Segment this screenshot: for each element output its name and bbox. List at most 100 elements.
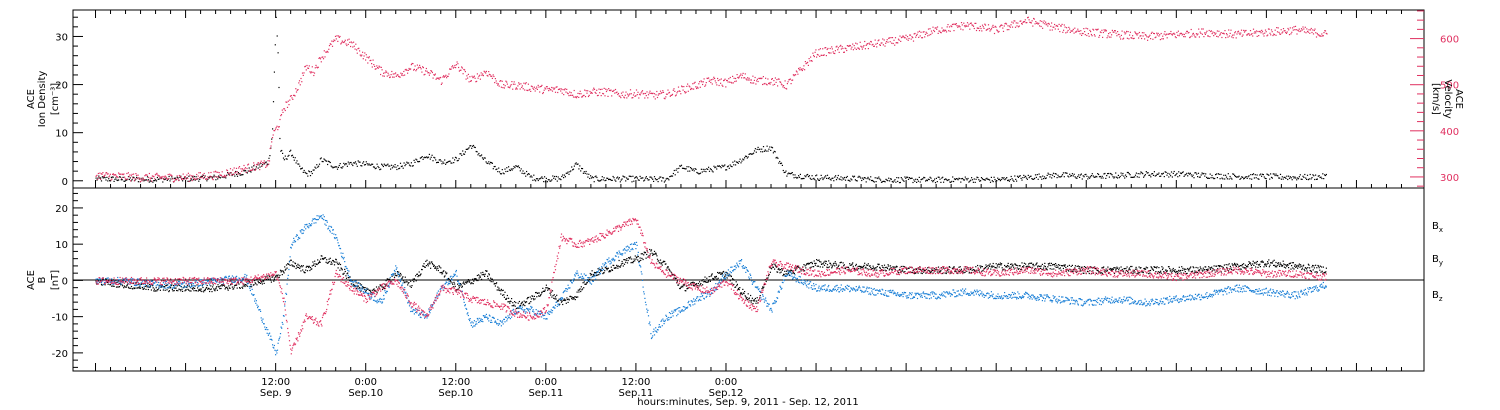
bx-point xyxy=(134,287,136,289)
velocity-point xyxy=(347,39,349,41)
bx-point xyxy=(1049,268,1051,270)
velocity-point xyxy=(1042,22,1044,24)
density-point xyxy=(642,177,644,179)
density-point xyxy=(1077,175,1079,178)
velocity-point xyxy=(1224,30,1226,32)
bx-point xyxy=(803,264,805,266)
density-point xyxy=(980,177,983,179)
bx-point xyxy=(436,269,438,271)
velocity-point xyxy=(1296,33,1298,35)
density-point xyxy=(555,175,557,178)
bx-point xyxy=(767,277,769,279)
bx-point xyxy=(956,269,958,271)
density-point xyxy=(487,162,489,165)
bx-point xyxy=(502,289,504,291)
velocity-point xyxy=(489,74,491,76)
bx-point xyxy=(191,284,193,286)
density-point xyxy=(940,181,942,183)
density-point xyxy=(502,172,504,174)
velocity-point xyxy=(1108,36,1110,38)
bx-point xyxy=(185,289,187,291)
bx-point xyxy=(963,272,965,274)
velocity-point xyxy=(651,93,653,95)
velocity-point xyxy=(750,82,752,84)
bx-point xyxy=(709,280,711,282)
velocity-point xyxy=(915,34,918,37)
velocity-point xyxy=(599,88,602,91)
bx-point xyxy=(221,284,223,286)
density-point xyxy=(693,170,695,172)
density-point xyxy=(454,156,457,158)
velocity-point xyxy=(232,173,235,176)
bx-point xyxy=(521,302,523,304)
b-tick-label: -10 xyxy=(52,313,68,324)
velocity-point xyxy=(997,31,999,33)
bx-point xyxy=(279,269,282,271)
bx-point xyxy=(143,288,145,290)
density-point xyxy=(684,168,686,170)
density-point xyxy=(769,146,771,148)
density-point xyxy=(880,179,882,181)
velocity-point xyxy=(743,77,745,79)
velocity-point xyxy=(285,101,287,103)
density-point xyxy=(219,177,221,179)
bx-point xyxy=(334,261,336,263)
velocity-point xyxy=(205,178,207,180)
density-point xyxy=(703,170,705,172)
velocity-point xyxy=(791,79,793,81)
velocity-point xyxy=(434,73,436,75)
velocity-point xyxy=(1029,21,1031,23)
density-point xyxy=(1091,173,1093,175)
density-point xyxy=(678,167,680,169)
velocity-point xyxy=(843,51,845,53)
velocity-point xyxy=(115,175,117,177)
bx-point xyxy=(304,272,306,274)
density-point xyxy=(1237,176,1239,178)
density-point xyxy=(460,153,462,155)
velocity-point xyxy=(570,92,572,94)
bx-point xyxy=(1006,266,1008,268)
velocity-point xyxy=(855,48,857,50)
velocity-tick-label: 500 xyxy=(1440,81,1459,92)
bx-point xyxy=(844,268,847,270)
velocity-point xyxy=(215,171,217,173)
velocity-point xyxy=(1150,32,1152,34)
velocity-point xyxy=(395,72,397,74)
density-point xyxy=(926,180,928,182)
velocity-point xyxy=(956,25,958,27)
velocity-point xyxy=(626,93,629,95)
density-point xyxy=(775,157,777,159)
density-point xyxy=(464,151,466,153)
bx-point xyxy=(818,259,820,261)
velocity-point xyxy=(175,178,177,180)
velocity-point xyxy=(628,94,630,96)
density-point xyxy=(858,175,860,177)
bx-point xyxy=(867,264,869,266)
velocity-point xyxy=(507,86,509,88)
density-point xyxy=(608,178,611,180)
density-point xyxy=(881,181,883,183)
bx-point xyxy=(676,280,678,282)
bx-point xyxy=(681,285,683,287)
bx-point xyxy=(620,263,623,265)
velocity-point xyxy=(1081,34,1083,36)
density-point xyxy=(1030,175,1032,177)
bx-point xyxy=(843,265,845,267)
density-point xyxy=(133,176,135,179)
velocity-point xyxy=(620,97,622,99)
velocity-point xyxy=(169,174,171,176)
velocity-point xyxy=(744,77,746,79)
velocity-point xyxy=(196,173,198,176)
density-point xyxy=(677,171,679,173)
density-point xyxy=(1318,175,1320,177)
bx-point xyxy=(312,261,314,263)
velocity-point xyxy=(1207,35,1209,37)
density-point xyxy=(1188,173,1191,175)
bx-point xyxy=(532,295,534,297)
bx-point xyxy=(890,267,892,269)
bx-point xyxy=(178,288,180,290)
bx-point xyxy=(1043,265,1045,267)
velocity-point xyxy=(304,65,307,67)
bx-point xyxy=(650,249,653,251)
density-point xyxy=(905,177,907,179)
